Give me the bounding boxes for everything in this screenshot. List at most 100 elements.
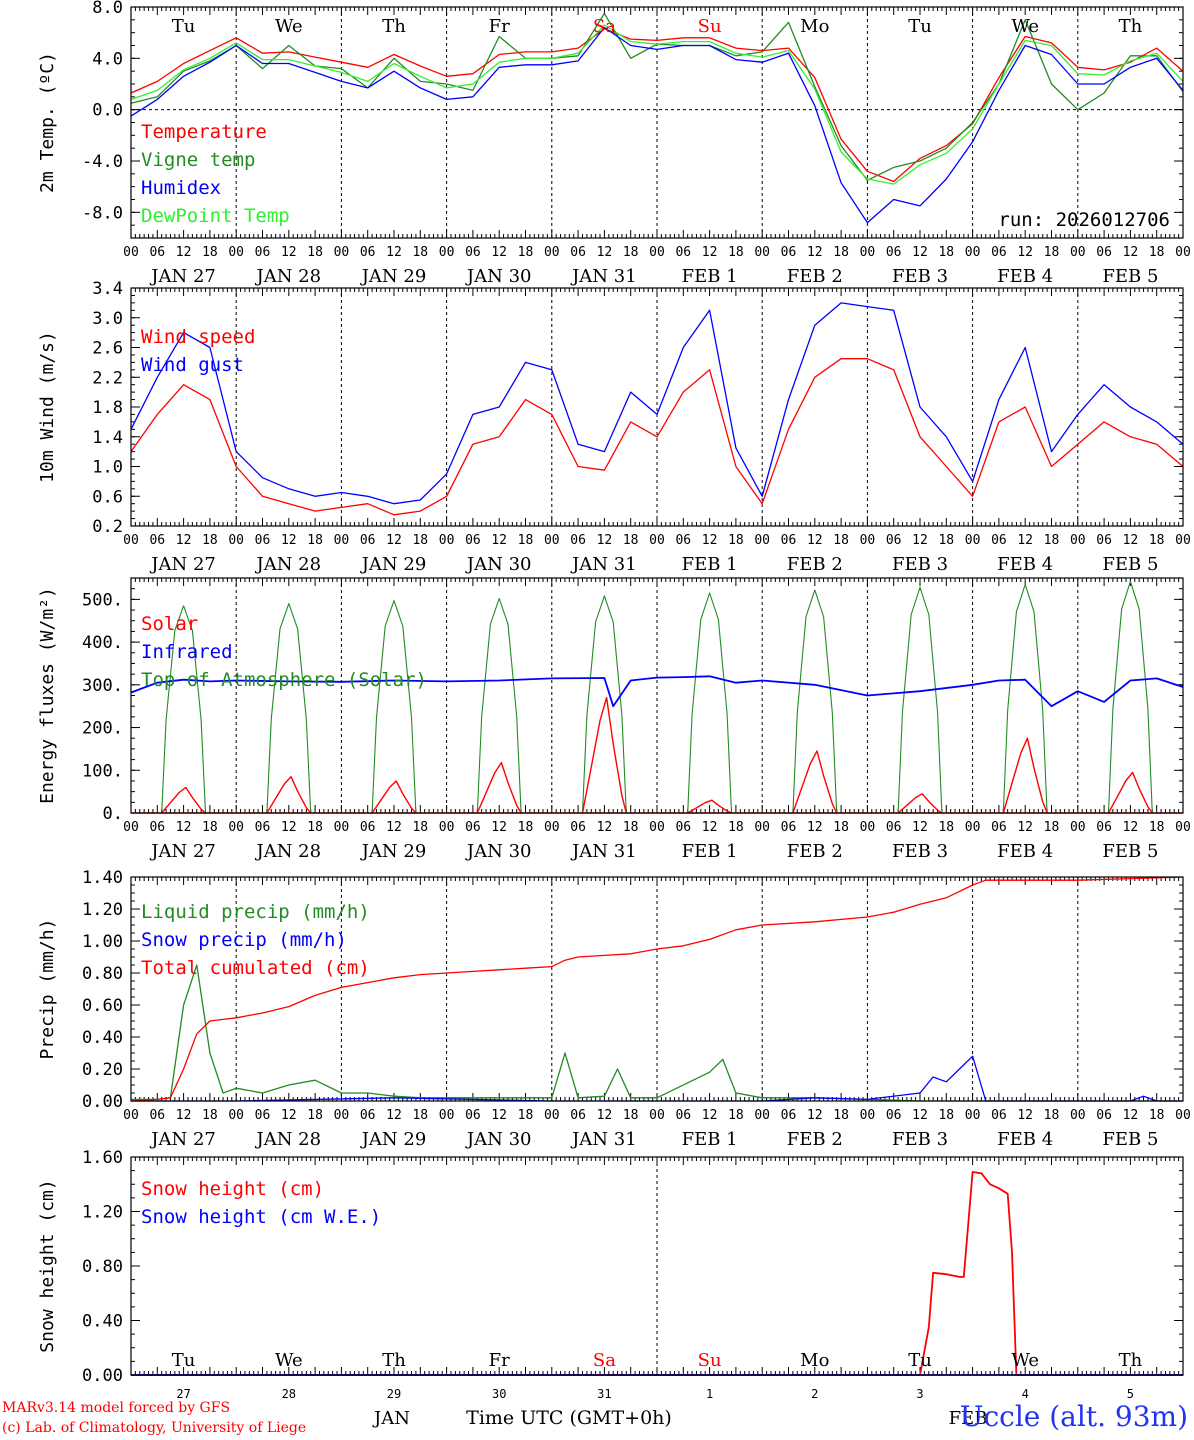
- y-tick-label: 0.80: [82, 1257, 123, 1277]
- hour-tick-label: 18: [833, 820, 849, 835]
- hour-tick-label: 12: [1017, 533, 1033, 548]
- legend-entry: Snow height (cm W.E.): [141, 1206, 381, 1228]
- panel-2: 3.4 3.0 2.6 2.2 1.8 1.4 1.0 0.6 0.2 10m Wind (m/s…: [37, 279, 1191, 575]
- solar-day-9: [1002, 737, 1048, 814]
- hour-tick-label: 12: [176, 245, 192, 260]
- hour-tick-label: 18: [728, 533, 744, 548]
- legend-entry: Solar: [141, 613, 198, 635]
- solar-day-1: [161, 786, 206, 814]
- weekday-label: Tu: [172, 16, 196, 37]
- hour-tick-label: 12: [912, 820, 928, 835]
- day-label: FEB 5: [1102, 1129, 1158, 1150]
- hour-tick-label: 06: [991, 1108, 1007, 1123]
- hour-tick-label: 12: [912, 533, 928, 548]
- hour-tick-label: 12: [1123, 820, 1139, 835]
- weekday-label: Sa: [593, 1350, 616, 1371]
- hour-tick-label: 18: [202, 245, 218, 260]
- day-label: JAN 30: [465, 554, 532, 575]
- panel-frame: [130, 287, 1184, 527]
- hour-tick-label: 00: [334, 1108, 350, 1123]
- hour-tick-label: 00: [439, 533, 455, 548]
- y-tick-label: 0.00: [82, 1092, 123, 1112]
- hour-tick-label: 06: [886, 245, 902, 260]
- weekday-label: Th: [382, 1350, 406, 1371]
- hour-tick-label: 12: [807, 245, 823, 260]
- hour-tick-label: 12: [386, 1108, 402, 1123]
- panel-5: 1.60 1.20 0.80 0.40 0.00 Snow height (cm) Snow…: [37, 1148, 1184, 1386]
- legend-entry: Temperature: [141, 121, 267, 143]
- series-line-2: [130, 302, 1184, 505]
- toa-solar-day-3: [371, 600, 417, 814]
- y-axis-label: Snow height (cm): [37, 1179, 58, 1352]
- weekday-label: We: [1011, 16, 1039, 37]
- day-label: JAN 28: [255, 554, 322, 575]
- day-label: JAN 30: [465, 266, 532, 287]
- day-label: JAN 28: [255, 841, 322, 862]
- legend-entry: Top of Atmosphere (Solar): [141, 669, 427, 691]
- lab-credit: (c) Lab. of Climatology, University of L…: [2, 1420, 307, 1436]
- hour-tick-label: 00: [649, 820, 665, 835]
- y-tick-label: 0.20: [82, 1060, 123, 1080]
- day-label: JAN 27: [149, 1129, 216, 1150]
- y-tick-label: 3.4: [92, 279, 123, 299]
- hour-tick-label: 12: [386, 533, 402, 548]
- solar-day-4: [476, 761, 522, 814]
- hour-tick-label: 18: [202, 820, 218, 835]
- day-label: JAN 31: [570, 554, 637, 575]
- day-number: 28: [282, 1387, 296, 1401]
- hour-tick-label: 00: [860, 533, 876, 548]
- hour-tick-label: 00: [1175, 245, 1191, 260]
- hour-tick-label: 00: [649, 533, 665, 548]
- hour-tick-label: 18: [938, 1108, 954, 1123]
- hour-tick-label: 12: [597, 533, 613, 548]
- hour-tick-label: 00: [1070, 245, 1086, 260]
- hour-tick-label: 18: [518, 820, 534, 835]
- weekday-label: Sa: [593, 16, 616, 37]
- y-tick-label: 1.20: [82, 1203, 123, 1223]
- day-label: FEB 1: [682, 554, 738, 575]
- hour-tick-label: 00: [334, 533, 350, 548]
- y-tick-label: 1.60: [82, 1148, 123, 1168]
- day-label: FEB 3: [892, 266, 948, 287]
- hour-tick-label: 18: [202, 1108, 218, 1123]
- hour-tick-label: 00: [123, 533, 139, 548]
- hour-tick-label: 18: [728, 245, 744, 260]
- hour-tick-label: 06: [675, 533, 691, 548]
- y-tick-label: 0.00: [82, 1366, 123, 1386]
- day-number: 4: [1022, 1387, 1029, 1401]
- hour-tick-label: 12: [597, 1108, 613, 1123]
- hour-tick-label: 00: [228, 820, 244, 835]
- day-label: FEB 5: [1102, 841, 1158, 862]
- hour-tick-label: 06: [465, 533, 481, 548]
- hour-tick-label: 00: [228, 245, 244, 260]
- hour-tick-label: 00: [123, 820, 139, 835]
- weekday-label: We: [275, 16, 303, 37]
- hour-tick-label: 18: [938, 533, 954, 548]
- hour-tick-label: 12: [281, 820, 297, 835]
- series-line-3: [130, 876, 1184, 1102]
- hour-tick-label: 06: [149, 820, 165, 835]
- hour-tick-label: 12: [702, 533, 718, 548]
- day-label: JAN 27: [149, 841, 216, 862]
- y-tick-label: 1.20: [82, 900, 123, 920]
- day-label: FEB 4: [997, 266, 1053, 287]
- hour-tick-label: 06: [360, 245, 376, 260]
- hour-tick-label: 00: [860, 1108, 876, 1123]
- y-tick-label: 1.4: [92, 428, 123, 448]
- hour-tick-label: 12: [702, 245, 718, 260]
- hour-tick-label: 00: [1175, 533, 1191, 548]
- y-tick-label: 0.60: [82, 996, 123, 1016]
- hour-tick-label: 06: [255, 820, 271, 835]
- solar-day-2: [266, 776, 312, 814]
- hour-tick-label: 12: [597, 820, 613, 835]
- time-axis-label: Time UTC (GMT+0h): [466, 1407, 672, 1429]
- hour-tick-label: 00: [123, 245, 139, 260]
- hour-tick-label: 06: [360, 820, 376, 835]
- month-label-feb: FEB: [949, 1408, 988, 1429]
- hour-tick-label: 18: [412, 1108, 428, 1123]
- hour-tick-label: 00: [544, 820, 560, 835]
- hour-tick-label: 00: [1070, 820, 1086, 835]
- hour-tick-label: 06: [886, 1108, 902, 1123]
- y-tick-label: 500.: [82, 590, 123, 610]
- toa-solar-day-1: [161, 605, 207, 814]
